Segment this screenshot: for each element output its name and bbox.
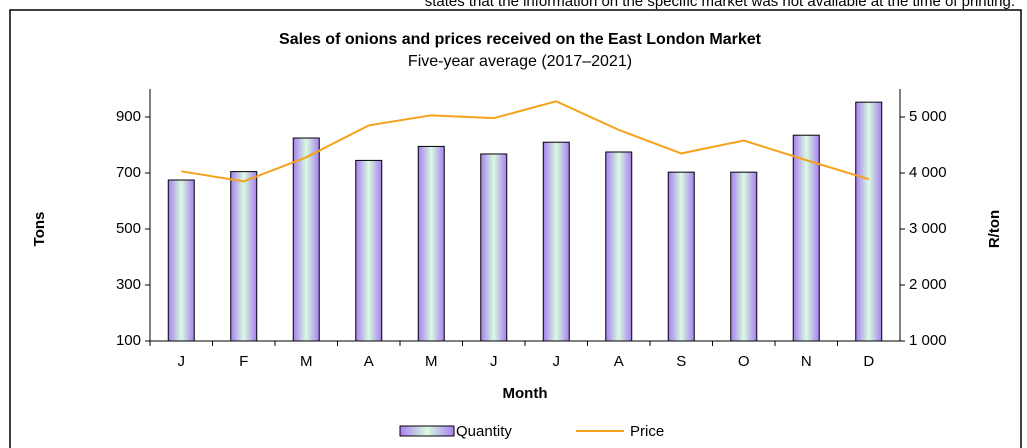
x-tick-label: A (364, 353, 374, 370)
y2-tick-label: 5 000 (909, 108, 947, 125)
bar (792, 134, 820, 342)
bar (667, 171, 695, 342)
price-line (181, 100, 870, 183)
bar (417, 145, 445, 342)
bar (230, 171, 258, 342)
y2-axis-label: R/ton (986, 210, 1003, 248)
chart-border (9, 9, 1022, 448)
y-axis-label: Tons (31, 212, 48, 247)
y2-tick-label: 3 000 (909, 220, 947, 237)
y-tick-label: 300 (116, 276, 141, 293)
x-tick-label: J (490, 353, 498, 370)
bar (167, 179, 195, 342)
x-tick-label: N (801, 353, 812, 370)
bar (855, 101, 883, 342)
x-tick-label: M (425, 353, 438, 370)
x-tick-label: S (676, 353, 686, 370)
x-tick-label: J (553, 353, 561, 370)
chart-title: Sales of onions and prices received on t… (279, 31, 762, 48)
y2-tick-label: 4 000 (909, 164, 947, 181)
note-text: states that the information on the speci… (425, 0, 1015, 10)
legend-label: Price (630, 423, 664, 440)
x-tick-label: D (863, 353, 874, 370)
legend-swatch (399, 425, 455, 437)
x-tick-label: F (239, 353, 248, 370)
x-axis-label: Month (503, 385, 548, 402)
x-tick-label: J (178, 353, 186, 370)
chart-subtitle: Five-year average (2017–2021) (408, 53, 632, 70)
y-tick-label: 900 (116, 108, 141, 125)
bar (730, 171, 758, 342)
x-tick-label: A (614, 353, 624, 370)
y-tick-label: 500 (116, 220, 141, 237)
legend-label: Quantity (456, 423, 512, 440)
bar (605, 151, 633, 342)
bar (355, 159, 383, 342)
x-tick-label: O (738, 353, 750, 370)
y-tick-label: 100 (116, 332, 141, 349)
bar (542, 141, 570, 342)
y-tick-label: 700 (116, 164, 141, 181)
bar (292, 137, 320, 342)
y2-tick-label: 1 000 (909, 332, 947, 349)
y2-tick-label: 2 000 (909, 276, 947, 293)
bar (480, 153, 508, 342)
x-tick-label: M (300, 353, 313, 370)
